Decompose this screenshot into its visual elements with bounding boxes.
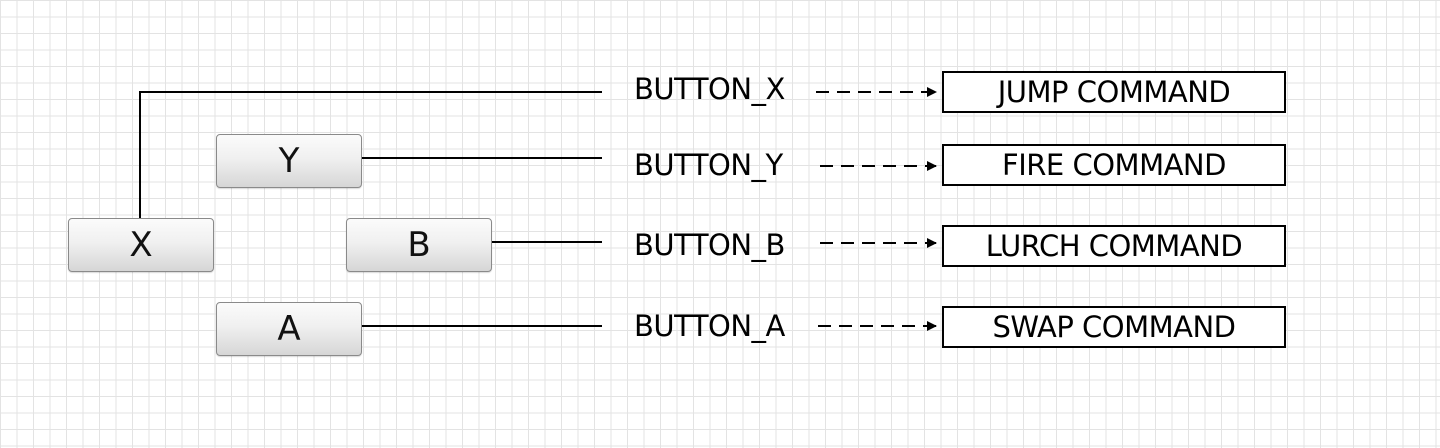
signal-label-x: BUTTON_X — [634, 72, 785, 106]
command-box-jump: JUMP COMMAND — [942, 71, 1286, 113]
command-box-swap: SWAP COMMAND — [942, 306, 1286, 348]
button-x[interactable]: X — [68, 218, 214, 272]
command-label-fire: FIRE COMMAND — [1002, 148, 1226, 182]
signal-label-y: BUTTON_Y — [634, 148, 783, 182]
button-a[interactable]: A — [216, 302, 362, 356]
signal-label-a: BUTTON_A — [634, 309, 785, 343]
button-a-label: A — [277, 309, 301, 349]
wire-x — [139, 91, 602, 218]
button-x-label: X — [129, 225, 153, 265]
button-b-label: B — [407, 225, 431, 265]
button-y-label: Y — [278, 141, 300, 181]
command-label-swap: SWAP COMMAND — [992, 310, 1236, 344]
command-box-lurch: LURCH COMMAND — [942, 225, 1286, 267]
signal-label-b: BUTTON_B — [634, 228, 785, 262]
button-b[interactable]: B — [346, 218, 492, 272]
command-label-lurch: LURCH COMMAND — [985, 229, 1243, 263]
button-y[interactable]: Y — [216, 134, 362, 188]
command-label-jump: JUMP COMMAND — [997, 75, 1231, 109]
command-box-fire: FIRE COMMAND — [942, 144, 1286, 186]
